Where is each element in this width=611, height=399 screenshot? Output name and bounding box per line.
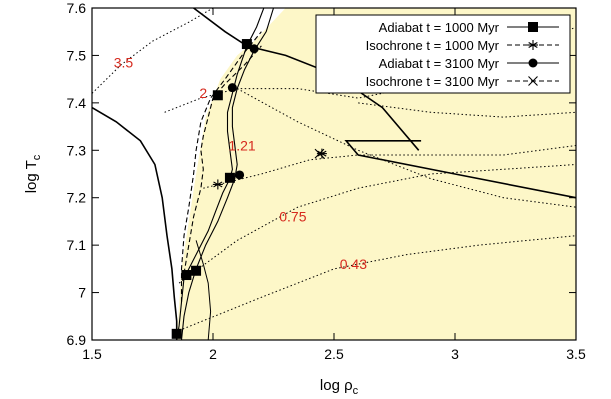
dotted-track-0 — [92, 8, 214, 94]
y-axis-title-sub: c — [31, 154, 43, 160]
dotted-track-5 — [236, 88, 576, 208]
curve-label-2: 1.21 — [228, 137, 255, 153]
y-axis-title: log Tc — [23, 154, 43, 193]
y-tick-label-7: 7.6 — [67, 0, 87, 16]
legend-marker-0 — [528, 22, 538, 32]
legend-marker-1 — [528, 40, 538, 50]
curve-label-0: 3.5 — [114, 54, 134, 70]
series-2-marker-1 — [227, 83, 237, 93]
legend-entry-1: Isochrone t = 1000 Myr — [366, 38, 500, 53]
series-3-marker-0 — [314, 148, 325, 159]
boundary-curve-2 — [344, 140, 576, 199]
series-0-marker-2 — [191, 265, 202, 276]
series-0-marker-3 — [224, 172, 235, 183]
x-axis-title-sub: c — [353, 385, 359, 397]
y-tick-label-3: 7.2 — [67, 190, 87, 206]
y-tick-label-1: 7 — [78, 285, 86, 301]
x-axis-title: log ρc — [320, 377, 359, 397]
series-line-2 — [180, 8, 275, 340]
curve-label-4: 0.43 — [340, 256, 367, 272]
legend-entry-3: Isochrone t = 3100 Myr — [366, 74, 500, 89]
legend: Adiabat t = 1000 Myr Isochrone t = 1000 M… — [315, 14, 571, 94]
y-tick-label-5: 7.4 — [67, 95, 87, 111]
y-tick-label-4: 7.3 — [67, 142, 87, 158]
y-tick-label-2: 7.1 — [67, 237, 87, 253]
axes: 1.5 2 2.5 3 3.5 6.9 7 7.1 7.2 7.3 7.4 7.5 7.6 — [67, 0, 586, 362]
series-0-marker-1 — [181, 270, 192, 281]
dotted-track-2 — [203, 145, 576, 189]
legend-entry-0: Adiabat t = 1000 Myr — [379, 20, 500, 35]
series-1-marker-1 — [316, 148, 327, 159]
series-0-marker-5 — [241, 39, 252, 50]
legend-box — [315, 14, 571, 94]
series-line-3 — [180, 31, 262, 303]
series-1-marker-0 — [212, 179, 223, 190]
legend-marker-2 — [528, 58, 538, 68]
dotted-track-1 — [164, 26, 576, 113]
y-tick-label-0: 6.9 — [67, 332, 87, 348]
dotted-track-3 — [178, 164, 576, 284]
series-0-marker-0 — [171, 328, 182, 339]
series-2-marker-2 — [249, 44, 259, 54]
x-tick-label-2: 2.5 — [324, 346, 344, 362]
boundary-curve-0 — [92, 106, 178, 340]
series-0-marker-4 — [212, 90, 223, 101]
curve-label-1: 2 — [199, 85, 207, 101]
legend-marker-3 — [528, 76, 538, 86]
y-tick-label-6: 7.5 — [67, 47, 87, 63]
x-tick-label-4: 3.5 — [566, 346, 586, 362]
boundary-curve-1 — [193, 8, 420, 151]
x-tick-label-3: 3 — [451, 346, 459, 362]
series-2-marker-0 — [235, 170, 245, 180]
dotted-track-6 — [358, 102, 576, 118]
series-line-1 — [183, 45, 262, 274]
x-tick-label-1: 2 — [209, 346, 217, 362]
legend-entry-2: Adiabat t = 3100 Myr — [379, 56, 500, 71]
x-tick-label-0: 1.5 — [82, 346, 102, 362]
curve-label-3: 0.75 — [279, 208, 306, 224]
